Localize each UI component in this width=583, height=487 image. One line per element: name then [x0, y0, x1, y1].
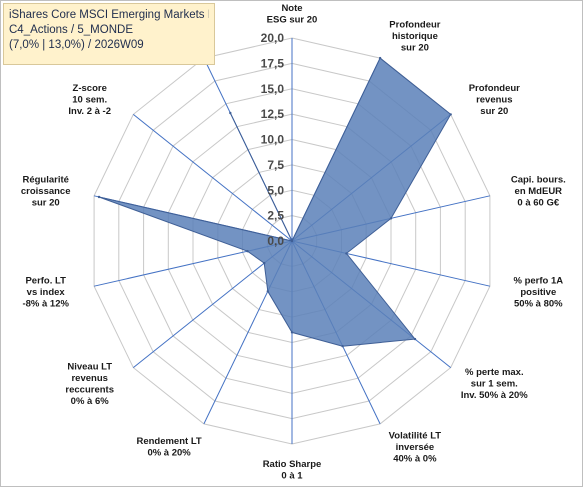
- axis-label-4: % perfo 1A positive 50% à 80%: [513, 276, 563, 310]
- axis-label-3-line-0: Capi. bours.: [511, 174, 566, 185]
- axis-label-9-line-0: Niveau LT: [67, 361, 112, 372]
- axis-label-11-line-0: Régularité: [22, 174, 68, 185]
- axis-label-1-line-2: sur 20: [401, 43, 429, 54]
- axis-label-8-line-0: Rendement LT: [136, 436, 201, 447]
- axis-label-5-line-2: Inv. 50% à 20%: [461, 390, 528, 401]
- series-point-6: [341, 345, 344, 348]
- axis-label-5-line-0: % perte max.: [465, 367, 524, 378]
- axis-label-6-line-1: inversée: [396, 442, 435, 453]
- axis-label-7-line-0: Ratio Sharpe: [263, 459, 322, 470]
- axis-label-10-line-2: -8% à 12%: [22, 299, 69, 310]
- series-point-8: [266, 290, 269, 293]
- tick-label-5: 12,5: [261, 107, 285, 121]
- axis-label-9: Niveau LT revenus reccurents 0% à 6%: [65, 361, 114, 407]
- axis-label-2-line-2: sur 20: [480, 106, 508, 117]
- axis-label-6: Volatilité LT inversée 40% à 0%: [389, 430, 442, 464]
- axis-label-1-line-1: historique: [392, 31, 438, 42]
- series-point-4: [345, 252, 348, 255]
- title-line-fund: iShares Core MSCI Emerging Markets IMI U: [9, 9, 209, 21]
- tick-label-1: 2,5: [267, 209, 284, 223]
- axis-label-0: Note ESG sur 20: [267, 3, 318, 26]
- tick-label-8: 20,0: [261, 31, 285, 45]
- series-point-10: [246, 250, 249, 253]
- axis-label-0-line-0: Note: [281, 3, 302, 14]
- axis-label-5-line-1: sur 1 sem.: [471, 379, 518, 390]
- series-point-13: [229, 111, 232, 115]
- axis-label-12-line-2: Inv. 2 à -2: [68, 106, 111, 117]
- axis-label-3-line-1: en MdEUR: [515, 186, 563, 197]
- axis-label-4-line-1: positive: [520, 287, 556, 298]
- axis-label-1-line-0: Profondeur: [389, 20, 440, 31]
- radar-series: [97, 56, 452, 348]
- axis-label-4-line-0: % perfo 1A: [513, 276, 563, 287]
- axis-label-3: Capi. bours. en MdEUR 0 à 60 G€: [511, 174, 566, 208]
- title-line-params: (7,0% | 13,0%) / 2026W09: [9, 39, 144, 51]
- axis-label-11-line-1: croissance: [21, 186, 71, 197]
- axis-label-12-line-0: Z-score: [73, 83, 107, 94]
- tick-label-7: 17,5: [261, 56, 285, 70]
- axis-label-9-line-2: reccurents: [65, 384, 114, 395]
- tick-label-6: 15,0: [261, 82, 285, 96]
- axis-label-1: Profondeur historique sur 20: [389, 20, 440, 54]
- radial-tick-labels: 0,0 2,5 5,0 7,5 10,0 12,5 15,0 17,5 20,0: [261, 31, 285, 248]
- series-point-7: [290, 331, 294, 334]
- tick-label-0: 0,0: [267, 234, 284, 248]
- axis-label-2-line-0: Profondeur: [469, 83, 520, 94]
- series-point-5: [413, 337, 417, 341]
- axis-label-6-line-2: 40% à 0%: [393, 453, 437, 464]
- axis-label-10-line-0: Perfo. LT: [25, 276, 66, 287]
- axis-label-0-line-1: ESG sur 20: [267, 14, 318, 25]
- series-point-2: [449, 113, 452, 116]
- series-point-9: [263, 261, 266, 265]
- axis-label-3-line-2: 0 à 60 G€: [517, 197, 559, 208]
- axis-label-8-line-1: 0% à 20%: [147, 448, 191, 459]
- axis-label-10: Perfo. LT vs index -8% à 12%: [22, 276, 69, 310]
- title-line-category: C4_Actions / 5_MONDE: [9, 24, 133, 36]
- spoke-12: [132, 114, 293, 242]
- axis-label-2: Profondeur revenus sur 20: [469, 83, 520, 117]
- series-area-0: [98, 57, 452, 347]
- axis-label-8: Rendement LT 0% à 20%: [136, 436, 201, 459]
- axis-label-2-line-1: revenus: [476, 94, 512, 105]
- series-point-11: [97, 195, 101, 199]
- axis-label-9-line-1: revenus: [71, 373, 107, 384]
- axis-label-11: Régularité croissance sur 20: [21, 174, 71, 208]
- axis-label-11-line-2: sur 20: [32, 197, 60, 208]
- axis-label-10-line-1: vs index: [27, 287, 66, 298]
- axis-label-4-line-2: 50% à 80%: [514, 299, 563, 310]
- axis-label-9-line-3: 0% à 6%: [71, 396, 110, 407]
- series-point-1: [378, 56, 382, 60]
- axis-label-7-line-1: 0 à 1: [281, 470, 303, 481]
- tick-label-3: 7,5: [267, 158, 284, 172]
- series-point-3: [389, 217, 393, 220]
- axis-label-5: % perte max. sur 1 sem. Inv. 50% à 20%: [461, 367, 528, 401]
- series-point-12: [290, 239, 294, 243]
- tick-label-4: 10,0: [261, 133, 285, 147]
- axis-label-12-line-1: 10 sem.: [72, 94, 107, 105]
- tick-label-2: 5,0: [267, 183, 284, 197]
- axis-label-12: Z-score 10 sem. Inv. 2 à -2: [68, 83, 111, 117]
- axis-label-7: Ratio Sharpe 0 à 1: [263, 459, 322, 482]
- chart-title-box: iShares Core MSCI Emerging Markets IMI U…: [3, 3, 215, 65]
- axis-label-6-line-0: Volatilité LT: [389, 430, 442, 441]
